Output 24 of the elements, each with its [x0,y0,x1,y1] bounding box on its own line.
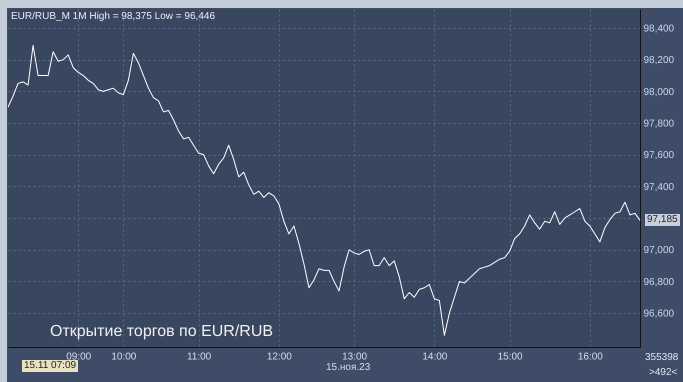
x-tick-label: 09:00 [66,352,92,362]
y-tick-label: 97,600 [644,150,675,162]
text: 97,185 [645,214,680,226]
y-tick-label: 96,600 [644,308,675,320]
y-tick-label: 98,400 [644,24,675,35]
x-axis-title: 15.ноя.23 [326,362,370,373]
y-tick-label: 97,800 [644,118,675,130]
y-tick-label: 98,000 [644,86,675,98]
x-tick-label: 11:00 [186,352,212,362]
y-tick-label: 97,000 [644,245,675,256]
annotation: Открытие торгов по EUR/RUB [50,323,274,341]
chart-title: EUR/RUB_M 1M High = 98,375 Low = 96,446 [11,11,215,22]
y-tick-label: 96,800 [644,276,675,288]
x-tick-label: 14:00 [422,352,448,362]
y-tick-label: 97,400 [644,182,675,193]
x-tick-label: 10:00 [111,352,137,362]
y-tick-label: 98,200 [644,55,675,66]
text: 15.11 07:09 [22,360,78,372]
x-tick-label: 12:00 [266,352,292,362]
x-tick-label: 15:00 [498,352,524,362]
x-tick-label: 13:00 [342,352,368,362]
x-tick-label: 16:00 [578,352,604,362]
text: 355398 [645,352,678,364]
text: >492< [649,367,678,379]
